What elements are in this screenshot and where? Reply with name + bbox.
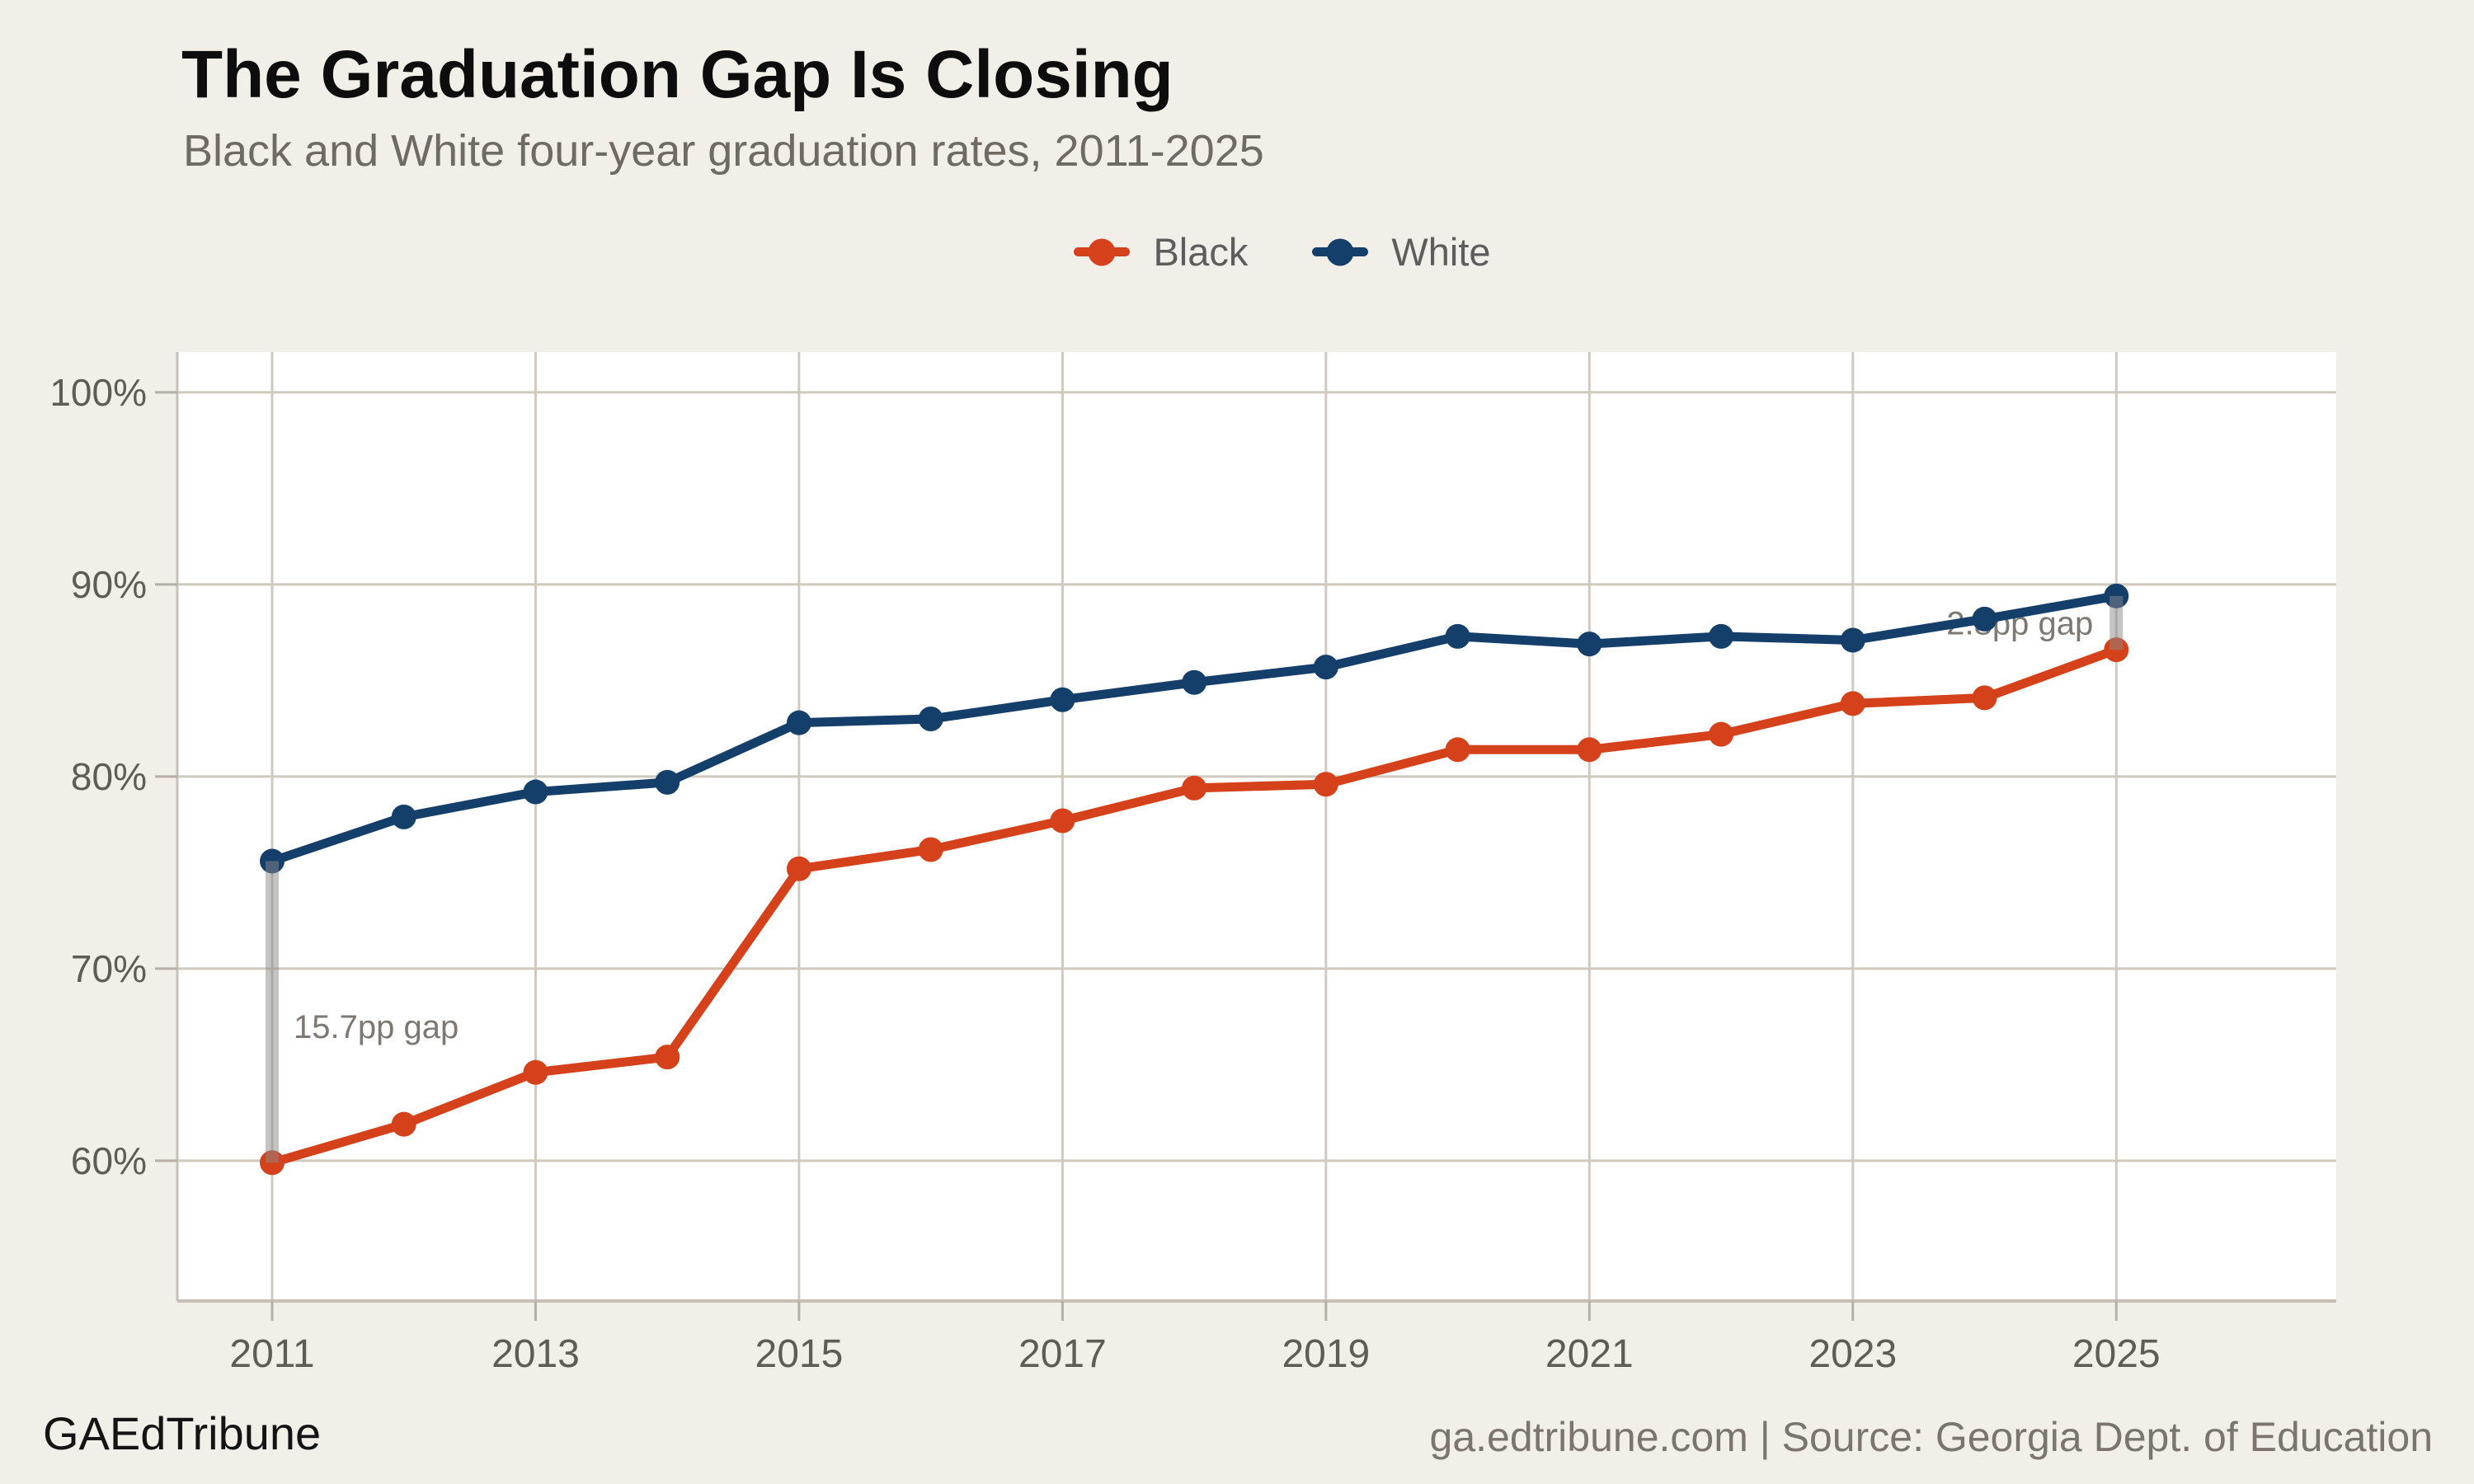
x-tick-label: 2011 bbox=[229, 1332, 314, 1376]
data-point-white-2019 bbox=[1313, 655, 1338, 680]
gap-annotation-label: 15.7pp gap bbox=[294, 1009, 459, 1045]
brand-logo: GAEdTribune bbox=[43, 1407, 322, 1459]
y-tick-label: 80% bbox=[71, 755, 147, 798]
data-point-white-2024 bbox=[1972, 606, 1997, 632]
data-point-black-2023 bbox=[1840, 691, 1865, 716]
data-point-white-2018 bbox=[1182, 669, 1207, 695]
data-point-black-2020 bbox=[1445, 737, 1470, 763]
x-tick-label: 2021 bbox=[1545, 1332, 1634, 1376]
y-tick-label: 100% bbox=[49, 371, 147, 414]
x-tick-label: 2017 bbox=[1018, 1332, 1107, 1376]
legend-label: White bbox=[1391, 230, 1491, 274]
x-tick-label: 2019 bbox=[1282, 1332, 1370, 1376]
y-tick-label: 90% bbox=[71, 563, 147, 606]
data-point-black-2015 bbox=[786, 856, 811, 881]
y-tick-label: 60% bbox=[71, 1139, 147, 1182]
data-point-white-2015 bbox=[786, 710, 811, 735]
data-point-white-2022 bbox=[1709, 623, 1734, 649]
data-point-white-2020 bbox=[1445, 623, 1470, 649]
plot-area bbox=[177, 352, 2336, 1301]
legend-dot-icon bbox=[1326, 238, 1354, 265]
legend-marker-icon bbox=[1312, 238, 1369, 265]
legend-dot-icon bbox=[1088, 238, 1116, 265]
x-tick-label: 2023 bbox=[1808, 1332, 1897, 1376]
data-point-black-2016 bbox=[918, 837, 943, 862]
legend-item-white: White bbox=[1312, 229, 1491, 275]
x-tick-label: 2025 bbox=[2072, 1332, 2161, 1376]
legend-item-black: Black bbox=[1074, 229, 1248, 275]
legend-marker-icon bbox=[1074, 238, 1131, 265]
gap-bar-2025 bbox=[2109, 595, 2124, 650]
data-point-white-2023 bbox=[1840, 627, 1865, 653]
legend-label: Black bbox=[1153, 230, 1249, 274]
data-point-black-2014 bbox=[655, 1045, 680, 1070]
data-point-white-2017 bbox=[1050, 687, 1075, 712]
data-point-white-2012 bbox=[391, 804, 416, 829]
data-point-black-2021 bbox=[1577, 737, 1602, 763]
source-attribution: ga.edtribune.com | Source: Georgia Dept.… bbox=[1429, 1414, 2433, 1460]
data-point-black-2017 bbox=[1050, 808, 1075, 834]
data-point-white-2016 bbox=[918, 707, 943, 732]
chart-legend: Black White bbox=[45, 229, 2474, 275]
page-title: The Graduation Gap Is Closing bbox=[181, 37, 1174, 112]
data-point-black-2019 bbox=[1313, 772, 1338, 797]
data-point-white-2013 bbox=[523, 779, 548, 805]
gap-bar-2011 bbox=[266, 861, 280, 1163]
page-subtitle: Black and White four-year graduation rat… bbox=[183, 126, 1264, 176]
data-point-white-2021 bbox=[1577, 632, 1602, 657]
data-point-black-2013 bbox=[523, 1059, 548, 1085]
data-point-white-2014 bbox=[655, 769, 680, 795]
data-point-black-2024 bbox=[1972, 685, 1997, 711]
x-tick-label: 2013 bbox=[492, 1332, 580, 1376]
y-tick-label: 70% bbox=[71, 947, 147, 990]
data-point-black-2022 bbox=[1709, 721, 1734, 747]
data-point-black-2018 bbox=[1182, 775, 1207, 801]
x-tick-label: 2015 bbox=[755, 1332, 844, 1376]
data-point-black-2012 bbox=[391, 1111, 416, 1137]
